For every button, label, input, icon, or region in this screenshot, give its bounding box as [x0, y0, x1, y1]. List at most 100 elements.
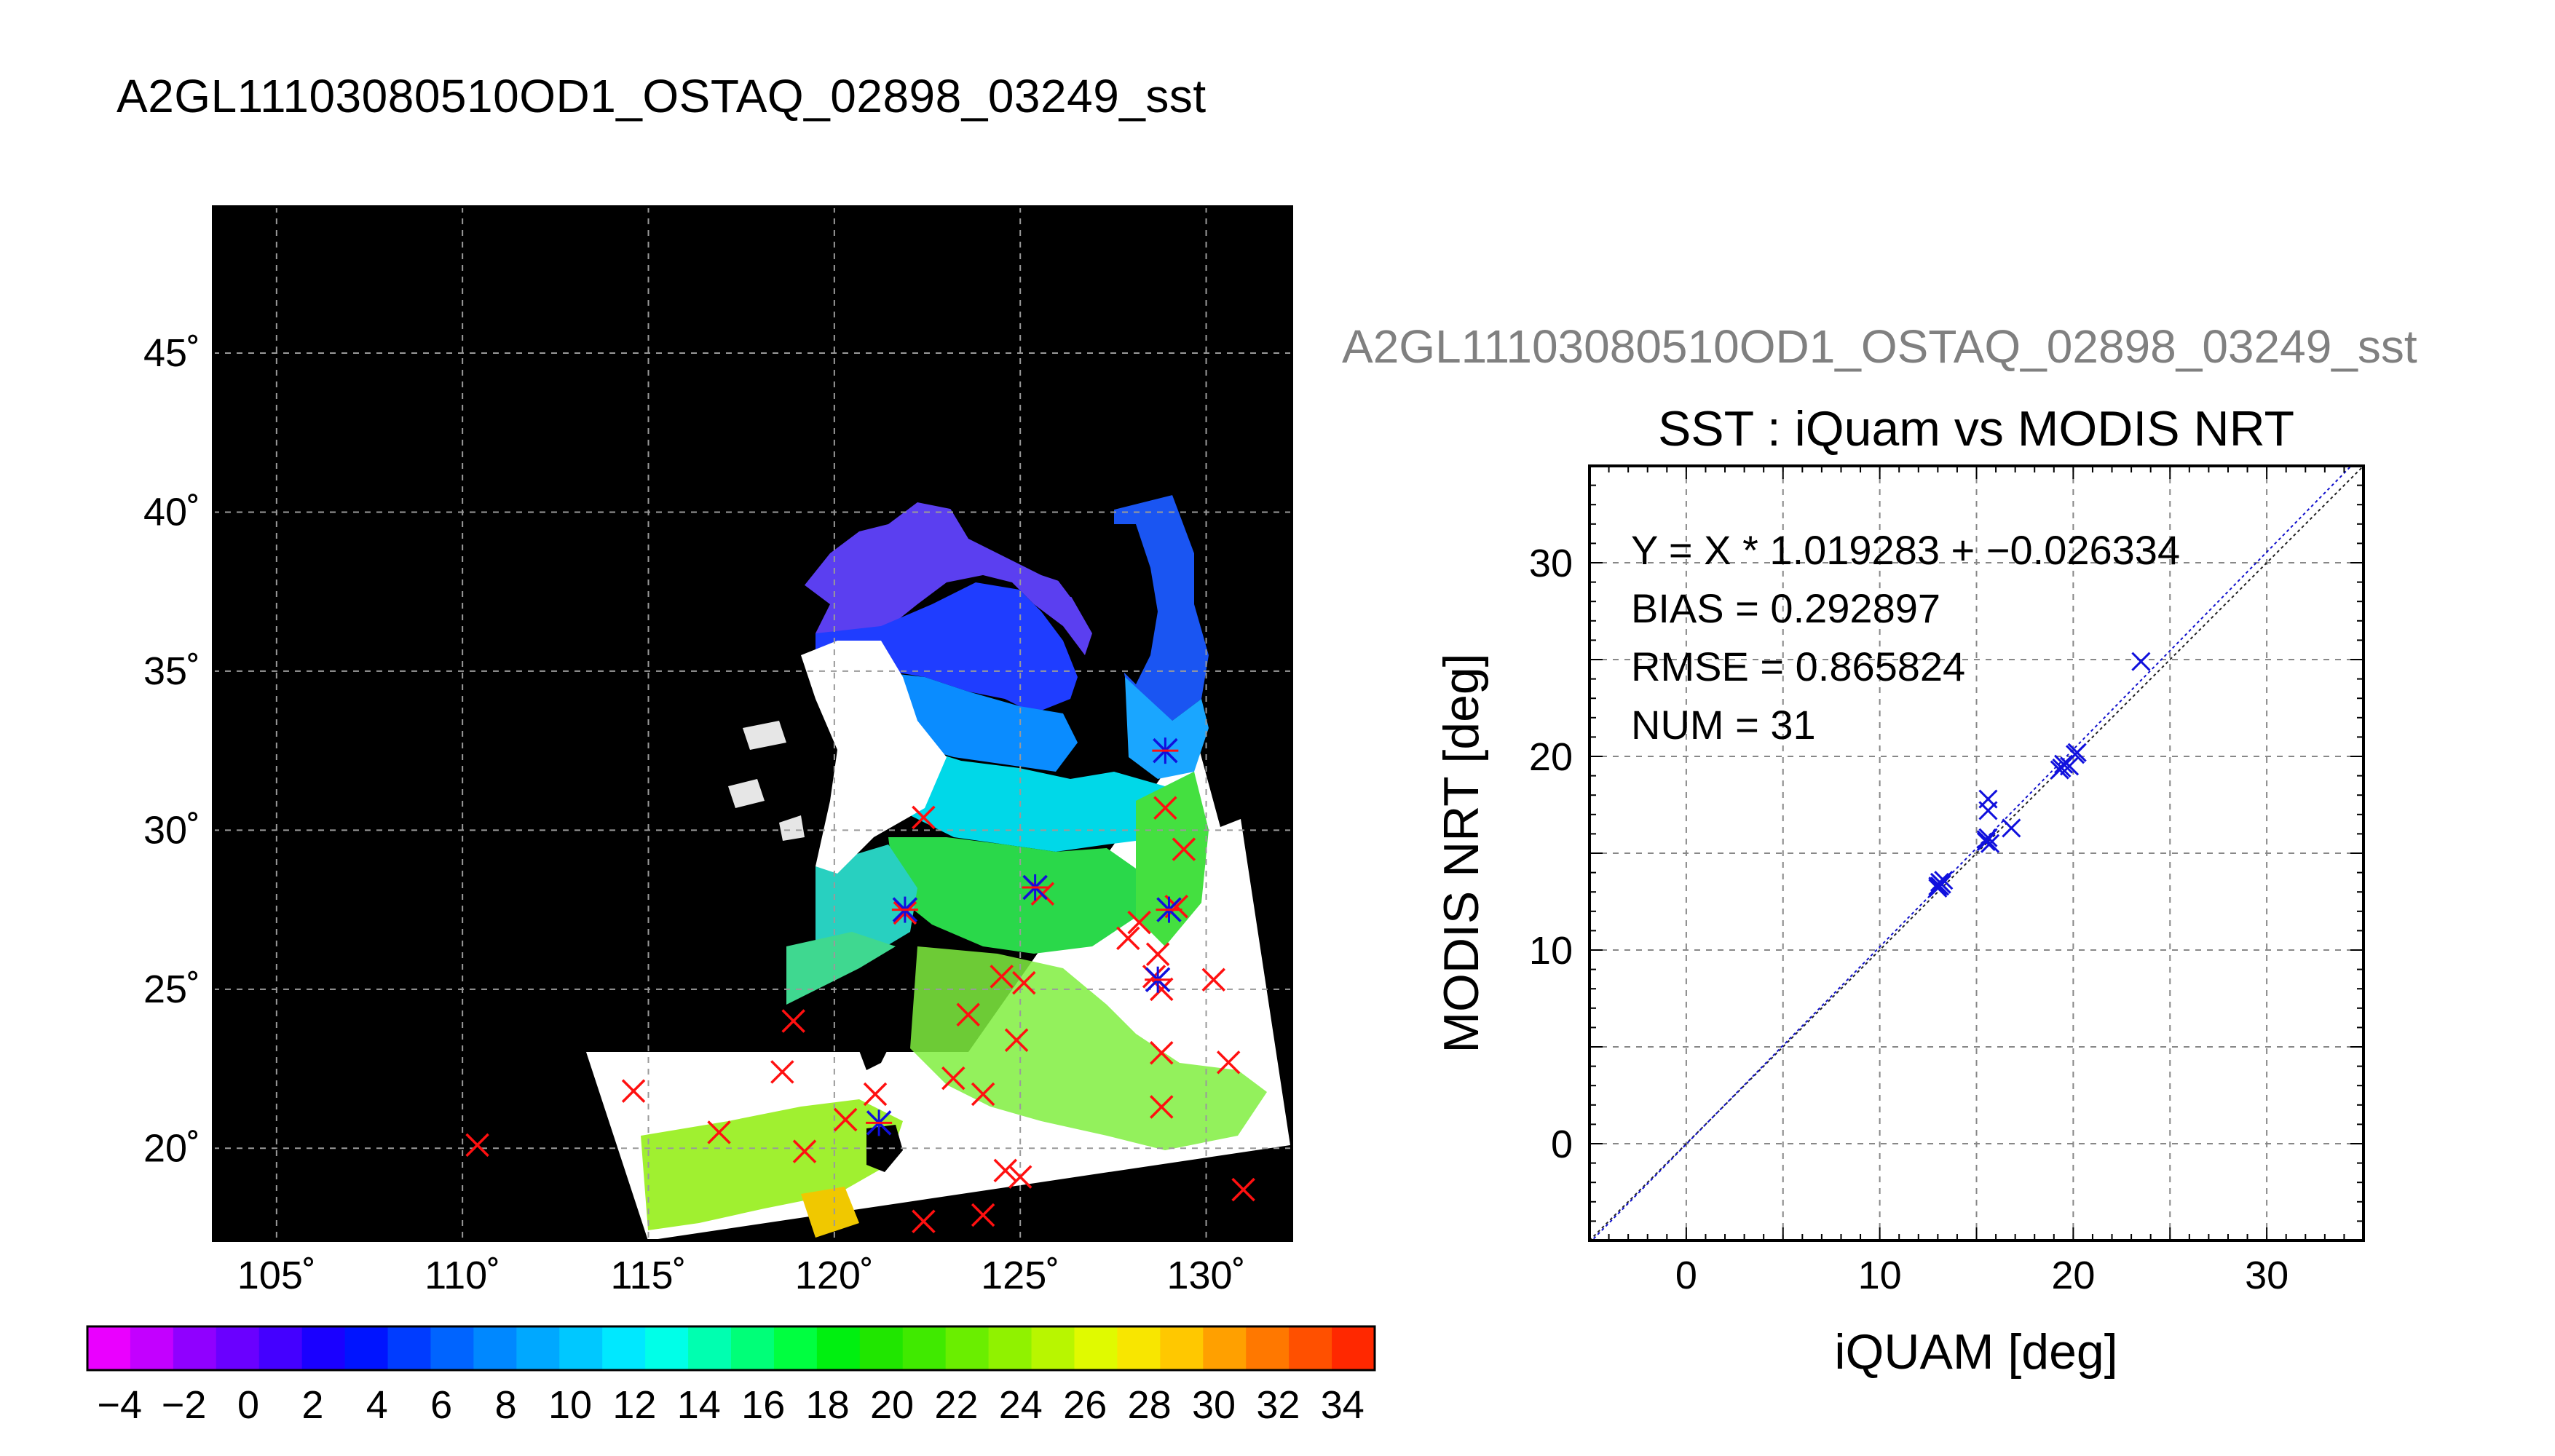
insitu-red-marker: [1012, 970, 1036, 995]
colorbar-tick-label: 2: [301, 1383, 323, 1427]
colorbar-tick-label: 6: [430, 1383, 452, 1427]
colorbar-cell: [1332, 1326, 1375, 1370]
colorbar-cell: [1203, 1326, 1247, 1370]
colorbar-cell: [344, 1326, 389, 1370]
sst-field: [213, 207, 1292, 1241]
lat-tick-label: 45˚: [143, 331, 200, 375]
colorbar-tick-label: 10: [548, 1383, 592, 1427]
lon-tick-label: 115˚: [610, 1254, 686, 1297]
x-tick-labels: 0 10 20 30: [1675, 1254, 2289, 1297]
stats-line: RMSE = 0.865824: [1631, 644, 1965, 689]
regression-stats: Y = X * 1.019283 + −0.026334 BIAS = 0.292…: [1631, 527, 2180, 748]
scatter-point: [1978, 801, 1998, 820]
y-tick-label: 30: [1529, 542, 1573, 585]
lon-tick-label: 120˚: [795, 1254, 874, 1297]
scatter-point: [2065, 745, 2085, 764]
lon-tick-label: 110˚: [424, 1254, 500, 1297]
hainan-island: [866, 1125, 903, 1172]
colorbar-tick-label: 22: [934, 1383, 978, 1427]
matched-blue-marker: [866, 1109, 893, 1136]
insitu-red-marker: [912, 1209, 936, 1234]
stats-line: NUM = 31: [1631, 702, 1816, 748]
y-tick-label: 10: [1529, 929, 1573, 973]
colorbar-tick-label: 18: [806, 1383, 850, 1427]
lon-tick-label: 125˚: [981, 1254, 1059, 1297]
colorbar-cell: [173, 1326, 217, 1370]
insitu-red-marker: [941, 1066, 965, 1091]
y-axis-label: MODIS NRT [deg]: [1434, 653, 1489, 1053]
insitu-red-marker: [1145, 942, 1170, 967]
colorbar-cell: [1117, 1326, 1161, 1370]
colorbar-cell: [645, 1326, 689, 1370]
latitude-labels: 20˚ 25˚ 30˚ 35˚ 40˚ 45˚: [143, 331, 200, 1170]
insitu-red-marker: [621, 1079, 646, 1103]
matched-blue-marker: [1156, 896, 1182, 923]
scatter-point: [1976, 831, 1996, 852]
matched-blue-marker: [1022, 874, 1049, 901]
yellow-sea-south: [816, 582, 1078, 713]
colorbar-cell: [945, 1326, 990, 1370]
y-tick-labels: 0 10 20 30: [1529, 542, 1573, 1166]
colorbar-tick-label: 24: [999, 1383, 1043, 1427]
south-china-sea-yellow: [801, 1187, 859, 1238]
china-mainland: [213, 207, 1292, 1241]
insitu-red-marker: [912, 805, 936, 830]
insitu-red-marker: [833, 1107, 858, 1132]
insitu-red-marker: [1172, 837, 1196, 861]
scatter-grid: [1590, 466, 2364, 1241]
insitu-red-marker: [1201, 968, 1225, 992]
colorbar-tick-label: 16: [741, 1383, 785, 1427]
x-tick-label: 0: [1675, 1254, 1697, 1297]
x-tick-label: 30: [2245, 1254, 2289, 1297]
colorbar-tick-label: −2: [162, 1383, 207, 1427]
insitu-red-marker: [781, 1009, 805, 1033]
colorbar-cell: [1160, 1326, 1204, 1370]
south-green-patches: [910, 946, 1267, 1150]
insitu-red-marker: [971, 1203, 995, 1227]
lon-tick-label: 130˚: [1166, 1254, 1245, 1297]
insitu-red-marker: [1153, 796, 1177, 820]
colorbar-cells: [87, 1326, 1375, 1370]
colorbar-tick-label: 14: [677, 1383, 721, 1427]
colorbar-tick-label: 20: [870, 1383, 914, 1427]
colorbar-cell: [473, 1326, 517, 1370]
insitu-markers: [465, 737, 1255, 1234]
scatter-points: [1928, 652, 2151, 898]
colorbar-cell: [1031, 1326, 1075, 1370]
insitu-red-marker: [863, 1082, 888, 1107]
colorbar-cell: [859, 1326, 904, 1370]
regression-fit-line: [1590, 466, 2353, 1241]
colorbar-cell: [559, 1326, 603, 1370]
y-tick-label: 0: [1551, 1123, 1573, 1166]
colorbar-cell: [1289, 1326, 1332, 1370]
insitu-red-marker: [956, 1002, 980, 1027]
colorbar-cell: [731, 1326, 775, 1370]
x-tick-label: 20: [2051, 1254, 2095, 1297]
colorbar-tick-label: 0: [237, 1383, 259, 1427]
scatter-point: [2059, 756, 2080, 776]
map-frame: [212, 205, 1293, 1242]
insitu-red-marker: [1116, 926, 1140, 951]
lat-tick-label: 20˚: [143, 1126, 200, 1170]
x-tick-label: 10: [1858, 1254, 1902, 1297]
colorbar-labels: −4 −2 0 2 4 6 8 10 12 14 16 18 20 22 24 26 28 30 32 34: [97, 1383, 1364, 1427]
taiwan-strait-sea: [786, 932, 896, 1005]
colorbar-cell: [258, 1326, 303, 1370]
colorbar-tick-label: 4: [366, 1383, 388, 1427]
scatter-point: [2054, 754, 2074, 774]
colorbar-cell: [387, 1326, 431, 1370]
lon-tick-label: 105˚: [237, 1254, 316, 1297]
insitu-red-marker: [1231, 1177, 1255, 1202]
matched-blue-marker: [1152, 737, 1179, 764]
colorbar-cell: [87, 1326, 131, 1370]
lat-tick-label: 35˚: [143, 649, 200, 693]
colorbar-tick-label: 30: [1192, 1383, 1236, 1427]
colorbar-cell: [1074, 1326, 1118, 1370]
scatter-gray-title: A2GL11103080510OD1_OSTAQ_02898_03249_sst: [1342, 320, 2417, 373]
east-green-strip: [1136, 772, 1209, 946]
insitu-red-marker: [1150, 1040, 1174, 1065]
yellow-sea-central: [859, 670, 1078, 772]
lat-tick-label: 30˚: [143, 808, 200, 852]
matched-blue-marker: [891, 896, 918, 923]
insitu-red-marker: [990, 965, 1014, 989]
